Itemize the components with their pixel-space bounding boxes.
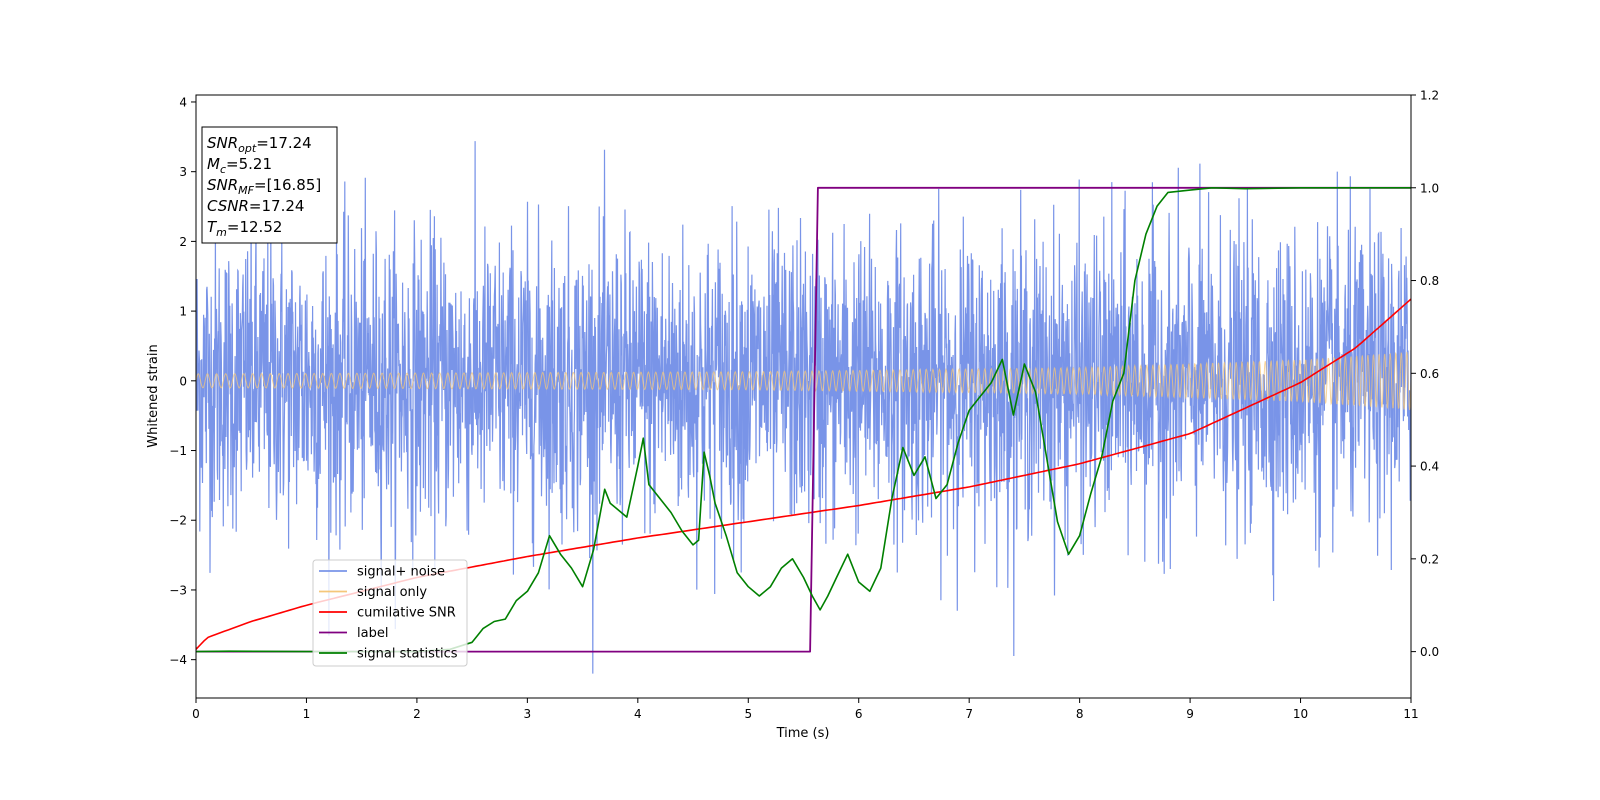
x-axis-label: Time (s) — [776, 726, 830, 741]
y-left-tick-label: 2 — [179, 235, 187, 249]
legend-frame — [312, 559, 468, 667]
y-left-tick-label: −1 — [169, 444, 187, 458]
y-right-tick-label: 0.2 — [1420, 552, 1439, 566]
y-axis-right: 0.0 0.2 0.4 0.6 0.8 1.0 1.2 — [1411, 89, 1439, 659]
info-box-line: Tm=12.52 — [207, 218, 282, 239]
y-left-tick-label: 0 — [179, 374, 187, 388]
legend-label: signal statistics — [357, 647, 458, 662]
y-right-tick-label: 0.8 — [1420, 274, 1439, 288]
x-tick-label: 4 — [634, 707, 642, 721]
x-tick-label: 8 — [1076, 707, 1084, 721]
y-right-tick-label: 0.4 — [1420, 460, 1439, 474]
info-box-line: Mc=5.21 — [207, 155, 272, 176]
legend-label: signal+ noise — [357, 565, 445, 580]
legend-label: signal only — [357, 585, 427, 600]
info-box-frame — [201, 126, 338, 244]
x-tick-label: 1 — [303, 707, 311, 721]
series-label — [196, 186, 1411, 653]
x-tick-label: 6 — [855, 707, 863, 721]
y-right-tick-label: 1.0 — [1420, 181, 1439, 195]
y-left-tick-label: 3 — [179, 165, 187, 179]
x-tick-label: 7 — [965, 707, 973, 721]
y-right-tick-label: 1.2 — [1420, 89, 1439, 103]
x-tick-label: 0 — [192, 707, 200, 721]
info-box-line: SNRopt=17.24 — [207, 134, 312, 155]
x-tick-label: 9 — [1186, 707, 1194, 721]
info-box: SNRopt=17.24Mc=5.21SNRMF=[16.85]CSNR=17.… — [201, 126, 338, 244]
y-left-tick-label: −3 — [169, 583, 187, 597]
info-box-line: CSNR=17.24 — [207, 197, 304, 215]
x-tick-label: 10 — [1293, 707, 1308, 721]
y-right-tick-label: 0.0 — [1420, 645, 1439, 659]
x-axis: 0 1 2 3 4 5 6 7 8 9 10 11 — [192, 698, 1419, 721]
y-axis-label: Whitened strain — [146, 344, 161, 447]
legend: signal+ noise signal only cumilative SNR la… — [312, 559, 468, 667]
x-tick-label: 11 — [1403, 707, 1418, 721]
x-tick-label: 3 — [524, 707, 532, 721]
plot-frame — [195, 94, 1412, 699]
y-left-tick-label: −2 — [169, 514, 187, 528]
series-signal-noise — [196, 141, 1411, 674]
x-tick-label: 5 — [744, 707, 752, 721]
x-tick-label: 2 — [413, 707, 421, 721]
series-signal-only — [196, 351, 1411, 411]
series-signal-statistics — [196, 187, 1411, 653]
legend-label: cumilative SNR — [357, 606, 456, 621]
y-left-tick-label: −4 — [169, 653, 187, 667]
y-left-tick-label: 1 — [179, 305, 187, 319]
info-box-line: SNRMF=[16.85] — [207, 176, 321, 197]
legend-label: label — [357, 626, 388, 641]
y-left-tick-label: 4 — [179, 95, 187, 109]
y-right-tick-label: 0.6 — [1420, 367, 1439, 381]
y-axis-left: −4 −3 −2 −1 0 1 2 3 4 — [169, 95, 196, 667]
